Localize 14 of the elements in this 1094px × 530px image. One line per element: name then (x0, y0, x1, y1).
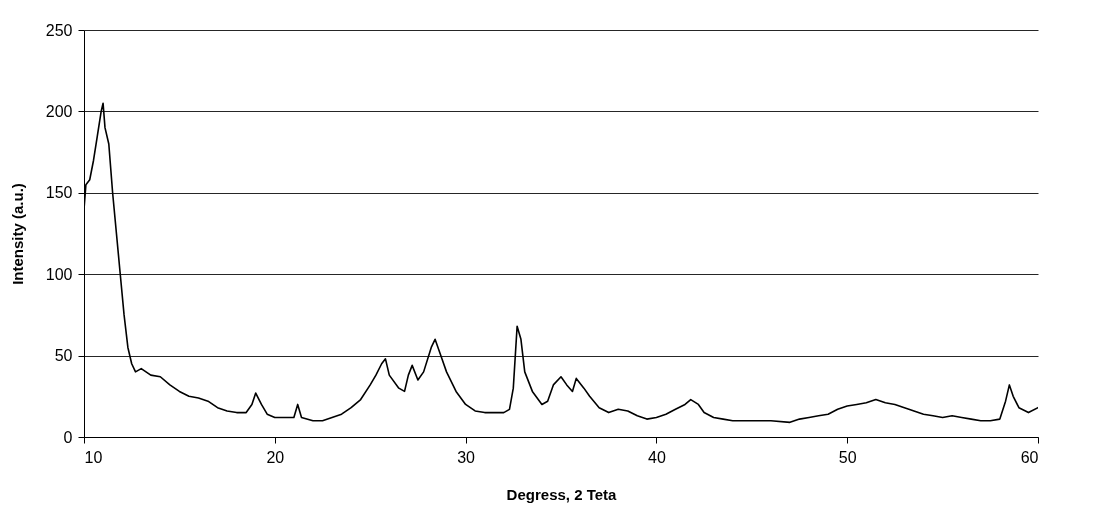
y-tick-label: 50 (54, 347, 73, 365)
y-axis-title: Intensity (a.u.) (8, 183, 26, 285)
x-tick-label: 30 (457, 448, 476, 466)
y-tick-label: 100 (45, 265, 73, 283)
x-tick-label: 40 (648, 448, 666, 466)
x-axis-title: Degress, 2 Teta (506, 485, 618, 503)
x-tick-label: 60 (1020, 448, 1039, 466)
x-tick-label: 20 (266, 448, 285, 466)
y-tick-label: 200 (45, 102, 73, 120)
y-tick-label: 150 (45, 184, 73, 202)
x-tick-label: 10 (84, 448, 103, 466)
y-tick-label: 0 (63, 428, 73, 446)
x-tick-label: 50 (838, 448, 857, 466)
y-tick-label: 250 (45, 21, 73, 39)
